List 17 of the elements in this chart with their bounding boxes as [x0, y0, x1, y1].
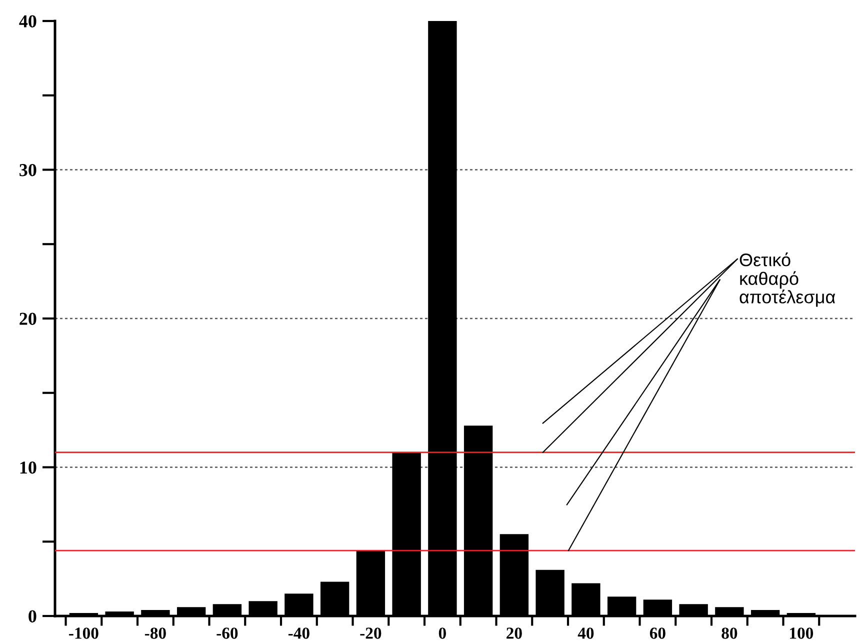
x-tick-label: -40: [288, 628, 310, 639]
y-tick-label: 30: [20, 164, 36, 176]
x-tick-label: -80: [144, 628, 166, 639]
y-tick-label: 10: [20, 462, 36, 474]
x-tick-label: 80: [722, 628, 738, 639]
annotation: Θετικό καθαρό αποτέλεσμα: [740, 252, 836, 307]
x-tick-label: -20: [360, 628, 382, 639]
y-tick-label: 0: [28, 610, 36, 622]
x-tick-label: -100: [69, 628, 98, 639]
x-tick-label: 20: [506, 628, 522, 639]
x-tick-label: -60: [216, 628, 238, 639]
y-tick-label: 40: [19, 15, 36, 28]
y-tick-label: 20: [20, 312, 36, 325]
x-tick-label: 40: [578, 628, 594, 639]
x-tick-label: 60: [650, 628, 666, 639]
x-tick-label: 100: [790, 628, 814, 639]
x-tick-label: 0: [438, 628, 446, 639]
